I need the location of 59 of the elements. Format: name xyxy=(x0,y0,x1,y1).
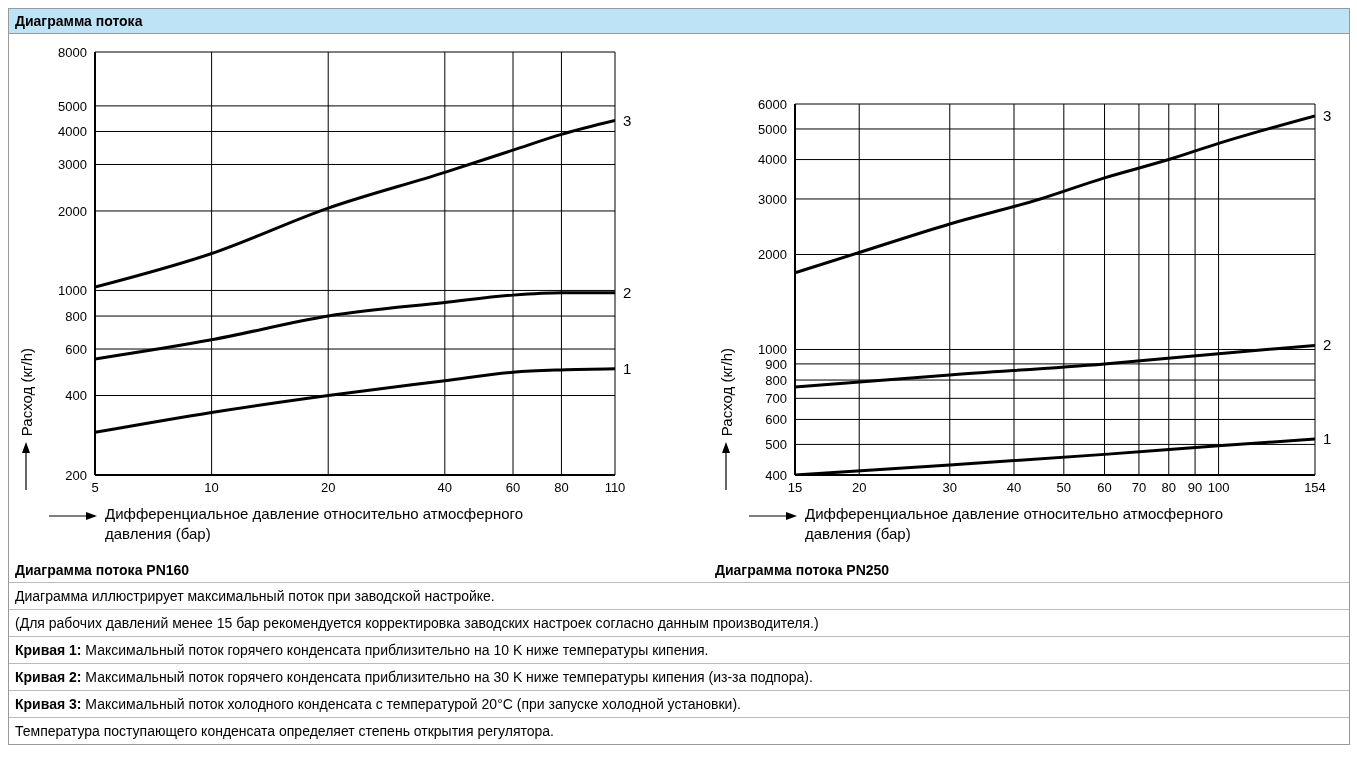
x-tick-label: 80 xyxy=(1161,480,1176,496)
y-axis-title: Расход (кг/h) xyxy=(17,347,35,436)
x-tick-label: 100 xyxy=(1207,480,1230,496)
y-tick-label: 4000 xyxy=(758,152,787,168)
x-axis-title: Дифференциальное давление относительно атмосферного давления (бар) xyxy=(805,504,1224,544)
y-tick-label: 500 xyxy=(765,437,787,453)
x-tick-label: 60 xyxy=(1097,480,1112,496)
series-label: 1 xyxy=(1323,430,1332,448)
x-tick-label: 110 xyxy=(604,480,626,496)
x-tick-label: 5 xyxy=(91,480,99,496)
y-tick-label: 5000 xyxy=(758,121,787,137)
text: Диаграмма потока PN250 xyxy=(714,562,891,578)
text: Кривая 2: Максимальный поток горячего конденсата приблизительно на 30 K ниже температуры кипения (из-за подпора). xyxy=(9,663,1349,690)
x-tick-label: 154 xyxy=(1304,480,1326,496)
x-tick-label: 20 xyxy=(852,480,867,496)
y-tick-label: 8000 xyxy=(58,44,87,60)
y-tick-label: 800 xyxy=(65,308,87,324)
y-tick-label: 200 xyxy=(65,467,87,483)
y-tick-label: 2000 xyxy=(58,203,87,219)
x-tick-label: 60 xyxy=(505,480,521,496)
y-tick-label: 900 xyxy=(765,356,787,372)
y-tick-label: 3000 xyxy=(58,157,87,173)
x-tick-label: 40 xyxy=(1006,480,1022,496)
x-tick-label: 15 xyxy=(787,480,803,496)
series-label: 3 xyxy=(623,111,632,129)
y-tick-label: 600 xyxy=(65,341,87,357)
y-tick-label: 600 xyxy=(765,412,787,428)
text: Температура поступающего конденсата определяет степень открытия регулятора. xyxy=(9,717,1349,744)
x-tick-label: 40 xyxy=(437,480,453,496)
x-tick-label: 80 xyxy=(554,480,569,496)
text: Диаграмма потока xyxy=(9,9,1349,34)
y-tick-label: 700 xyxy=(765,390,787,406)
y-axis-title: Расход (кг/h) xyxy=(717,347,735,436)
y-tick-label: 4000 xyxy=(58,124,87,140)
series-label: 2 xyxy=(1323,336,1332,354)
x-tick-label: 90 xyxy=(1187,480,1203,496)
text: Диаграмма потока PN160 xyxy=(14,562,191,578)
x-tick-label: 50 xyxy=(1056,480,1072,496)
text: Диаграмма иллюстрирует максимальный поток при заводской настройке. xyxy=(9,582,1349,609)
y-tick-label: 2000 xyxy=(758,247,787,263)
text: (Для рабочих давлений менее 15 бар рекомендуется корректировка заводских настроек согласно данным производителя.) xyxy=(9,609,1349,636)
text: Кривая 3: Максимальный поток холодного конденсата с температурой 20°C (при запуске холодной установки). xyxy=(9,690,1349,717)
x-tick-label: 10 xyxy=(204,480,219,496)
series-label: 2 xyxy=(623,283,632,301)
y-tick-label: 1000 xyxy=(58,283,87,299)
y-tick-label: 800 xyxy=(765,372,787,388)
series-label: 1 xyxy=(623,359,632,377)
y-tick-label: 5000 xyxy=(58,98,87,114)
x-tick-label: 30 xyxy=(942,480,957,496)
series-label: 3 xyxy=(1323,106,1332,124)
text: Кривая 1: Максимальный поток горячего конденсата приблизительно на 10 K ниже температуры кипения. xyxy=(9,636,1349,663)
y-tick-label: 400 xyxy=(765,467,787,483)
y-tick-label: 400 xyxy=(65,388,87,404)
y-tick-label: 1000 xyxy=(758,342,787,358)
x-tick-label: 70 xyxy=(1131,480,1147,496)
x-tick-label: 20 xyxy=(320,480,336,496)
y-tick-label: 3000 xyxy=(758,191,787,207)
x-axis-title: Дифференциальное давление относительно атмосферного давления (бар) xyxy=(105,504,524,544)
y-tick-label: 6000 xyxy=(758,96,787,112)
